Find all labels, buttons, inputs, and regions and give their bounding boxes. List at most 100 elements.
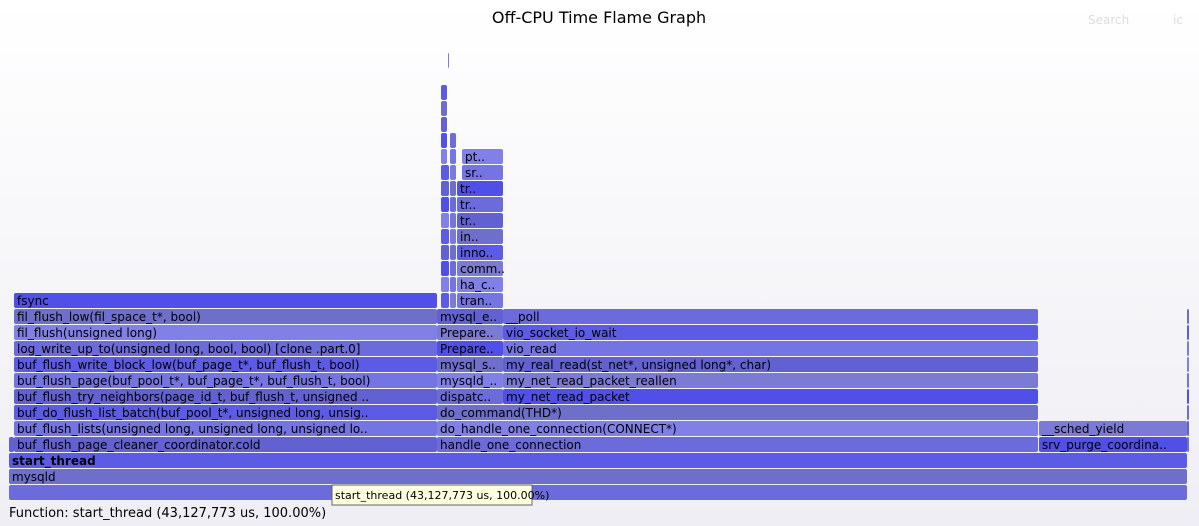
frame[interactable] [1187,341,1189,356]
frame[interactable] [9,485,1187,500]
frame[interactable] [14,389,437,404]
frame-label: buf_flush_write_block_low(buf_page_t*, b… [17,358,360,372]
frame[interactable] [462,165,503,180]
frame[interactable] [14,325,437,340]
frame[interactable] [441,117,447,132]
frame[interactable] [437,309,503,324]
frame-label: handle_one_connection [440,438,581,452]
frame[interactable] [14,437,437,452]
tooltip-box [331,484,533,506]
frame[interactable] [1039,421,1187,436]
frame[interactable] [441,181,449,196]
frame-label: buf_flush_lists(unsigned long, unsigned … [17,422,368,436]
frame[interactable] [457,213,503,228]
frame-label: log_write_up_to(unsigned long, bool, boo… [17,342,360,356]
frame[interactable] [448,53,449,68]
frame-label: start_thread [12,454,96,469]
frame[interactable] [9,469,1187,484]
frame[interactable] [503,373,1038,388]
frame[interactable] [441,165,449,180]
frame[interactable] [441,277,449,292]
frame[interactable] [503,357,1038,372]
frame[interactable] [450,245,456,260]
frame[interactable] [9,437,14,452]
frame[interactable] [450,181,456,196]
frame[interactable] [503,325,1038,340]
frame[interactable] [437,437,1038,452]
frame[interactable] [1187,405,1189,420]
frame[interactable] [14,309,437,324]
frame[interactable] [14,405,437,420]
frame[interactable] [503,309,1038,324]
frame[interactable] [441,229,449,244]
frame[interactable] [1187,437,1189,452]
status: Function: start_thread (43,127,773 us, 1… [9,506,326,521]
frame[interactable] [441,85,447,100]
frame[interactable] [9,453,1187,468]
frame[interactable] [441,101,447,116]
frame-label: buf_flush_page_cleaner_coordinator.cold [17,438,261,452]
frame-label: vio_socket_io_wait [506,326,617,340]
frame-label: my_net_read_packet [506,390,630,404]
frame[interactable] [441,213,449,228]
frame[interactable] [1187,421,1189,436]
frame[interactable] [437,373,503,388]
frame[interactable] [457,197,503,212]
frame-label: fil_flush(unsigned long) [17,326,157,340]
frame-label: buf_flush_try_neighbors(page_id_t, buf_f… [17,390,369,404]
frame[interactable] [450,197,456,212]
title: Off-CPU Time Flame Graph [492,8,706,27]
frame[interactable] [441,245,449,260]
frame[interactable] [441,261,449,276]
frame-label: mysql_e.. [440,310,497,324]
frame[interactable] [450,229,456,244]
frame[interactable] [450,133,456,148]
frame-label: Prepare.. [440,342,494,356]
frame[interactable] [441,133,447,148]
frame-label: tr.. [460,198,476,212]
frame[interactable] [457,261,503,276]
frame[interactable] [14,293,437,308]
frame-label: buf_do_flush_list_batch(buf_pool_t*, uns… [17,406,368,420]
frame[interactable] [437,341,503,356]
frame[interactable] [457,277,503,292]
frame[interactable] [441,197,449,212]
frame[interactable] [1039,437,1187,452]
frame[interactable] [437,405,1038,420]
frame[interactable] [503,389,1038,404]
frame[interactable] [450,165,456,180]
frame[interactable] [14,357,437,372]
frame[interactable] [457,245,503,260]
frame-label: my_net_read_packet_reallen [506,374,677,388]
frame[interactable] [437,421,1038,436]
frame[interactable] [441,293,449,308]
search[interactable]: Search [1088,13,1129,27]
frame[interactable] [1187,325,1189,340]
frame[interactable] [457,293,503,308]
frame[interactable] [1187,309,1189,324]
frame[interactable] [14,341,437,356]
frame[interactable] [1187,357,1189,372]
frame[interactable] [457,181,503,196]
frame[interactable] [450,149,456,164]
frame[interactable] [14,421,437,436]
frame[interactable] [450,213,456,228]
frame[interactable] [450,293,456,308]
frame[interactable] [437,357,503,372]
frame[interactable] [450,277,456,292]
frame-label: tr.. [460,182,476,196]
frame[interactable] [441,149,447,164]
frame-label: __poll [505,310,540,324]
frame[interactable] [503,341,1038,356]
frame[interactable] [437,325,503,340]
frame[interactable] [1187,389,1189,404]
frame-label: mysqld_.. [440,374,497,388]
frame[interactable] [14,373,437,388]
frame[interactable] [462,149,503,164]
frame[interactable] [450,261,456,276]
ignorecase[interactable]: ic [1173,13,1183,27]
frame[interactable] [457,229,503,244]
frame[interactable] [1187,373,1189,388]
frame[interactable] [437,389,503,404]
frame-label: in.. [460,230,479,244]
